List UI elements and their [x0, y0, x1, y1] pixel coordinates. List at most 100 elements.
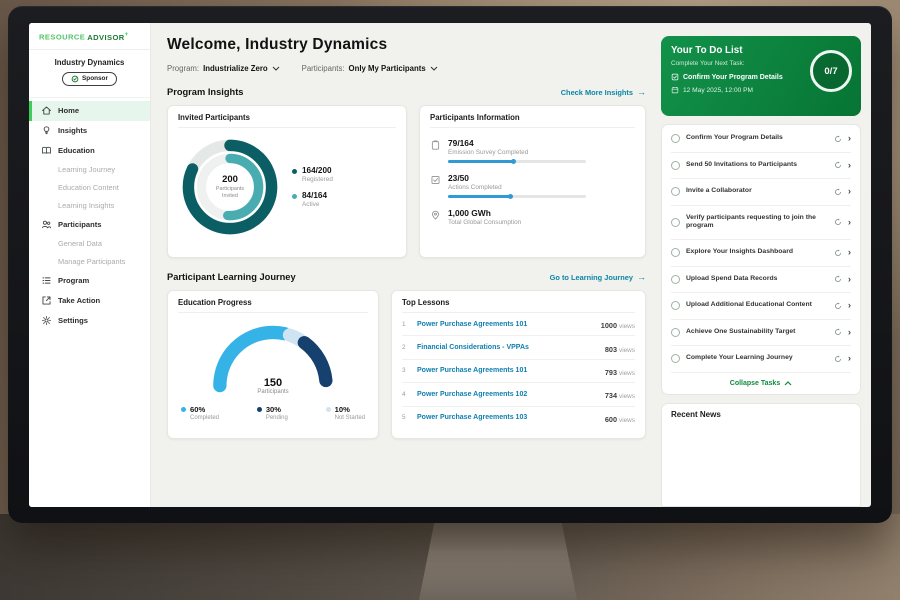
task-checkbox[interactable]: [671, 274, 680, 284]
invited-participants-card: Invited Participants 200: [167, 105, 407, 258]
program-insights-header: Program Insights Check More Insights →: [167, 87, 646, 97]
sidebar-item-home[interactable]: Home: [29, 100, 150, 121]
todo-next-task[interactable]: Confirm Your Program Details: [671, 73, 806, 81]
participants-filter[interactable]: Participants: Only My Participants: [302, 64, 438, 73]
chevron-right-icon[interactable]: ›: [847, 300, 851, 312]
arrow-right-icon: →: [637, 271, 646, 282]
refresh-icon[interactable]: [834, 355, 842, 363]
chevron-right-icon[interactable]: ›: [847, 186, 851, 197]
participants-icon: [41, 219, 52, 230]
participants-information-card: Participants Information 79/164 Emission…: [419, 105, 646, 258]
insights-icon: [41, 125, 52, 136]
card-title: Invited Participants: [178, 113, 396, 128]
legend-dot: [181, 407, 186, 412]
task-checkbox[interactable]: [671, 248, 680, 258]
logo-text-resource: RESOURCE: [39, 32, 86, 42]
legend-item: 10% Not Started: [325, 405, 365, 421]
sidebar-item-learning-journey[interactable]: Learning Journey: [58, 165, 116, 175]
task-item-7[interactable]: Upload Additional Educational Content ›: [671, 293, 851, 320]
lesson-link[interactable]: Financial Considerations - VPPAs: [417, 344, 529, 352]
task-item-8[interactable]: Achieve One Sustainability Target ›: [671, 320, 851, 347]
clipboard-icon: [430, 138, 441, 163]
sidebar-item-education[interactable]: Education: [29, 141, 150, 161]
legend-dot: [256, 407, 262, 412]
sidebar-item-program[interactable]: Program: [29, 271, 150, 291]
chevron-right-icon[interactable]: ›: [847, 133, 851, 144]
chevron-right-icon[interactable]: ›: [847, 216, 851, 228]
sidebar-item-participants[interactable]: Participants: [29, 215, 150, 235]
refresh-icon[interactable]: [834, 275, 842, 283]
lesson-row: 1 Power Purchase Agreements 101 1000 view…: [402, 313, 635, 337]
chevron-down-icon: [272, 66, 280, 71]
task-checkbox[interactable]: [671, 301, 680, 311]
task-checkbox[interactable]: [671, 217, 680, 227]
todo-panel: Your To Do List Complete Your Next Task:…: [661, 36, 861, 116]
gauge-center-label: Participants: [257, 389, 289, 395]
sidebar-item-insights[interactable]: Insights: [29, 121, 150, 141]
sidebar-item-learning-insights[interactable]: Learning Insights: [58, 201, 115, 211]
task-checkbox[interactable]: [671, 160, 680, 170]
lesson-link[interactable]: Power Purchase Agreements 103: [417, 414, 528, 422]
chevron-right-icon[interactable]: ›: [847, 326, 851, 338]
task-item-1[interactable]: Confirm Your Program Details ›: [671, 126, 851, 153]
lesson-row: 2 Financial Considerations - VPPAs 803 vi…: [402, 336, 635, 360]
go-to-learning-journey-link[interactable]: Go to Learning Journey →: [549, 271, 646, 282]
sidebar-item-manage-participants[interactable]: Manage Participants: [58, 257, 126, 267]
main-content: Welcome, Industry Dynamics Program: Indu…: [151, 23, 659, 507]
task-item-4[interactable]: Verify participants requesting to join t…: [671, 206, 851, 241]
task-item-9[interactable]: Complete Your Learning Journey ›: [671, 346, 851, 373]
task-checkbox[interactable]: [671, 187, 680, 197]
donut-legend: 164/200 Registered 84/164 Active: [292, 158, 333, 216]
monitor-stand: [419, 520, 577, 600]
task-checkbox[interactable]: [671, 354, 680, 364]
program-icon: [41, 275, 52, 286]
logo-text-advisor: ADVISOR: [87, 32, 125, 42]
task-item-6[interactable]: Upload Spend Data Records ›: [671, 267, 851, 294]
sidebar-item-settings[interactable]: Settings: [29, 311, 150, 331]
chevron-right-icon[interactable]: ›: [847, 247, 851, 259]
home-icon: [41, 105, 52, 116]
task-checkbox[interactable]: [671, 327, 680, 337]
chevron-right-icon[interactable]: ›: [847, 273, 851, 285]
sidebar-item-general-data[interactable]: General Data: [58, 239, 102, 249]
sidebar-item-education-content[interactable]: Education Content: [58, 183, 119, 193]
task-item-5[interactable]: Explore Your Insights Dashboard ›: [671, 240, 851, 267]
collapse-tasks-link[interactable]: Collapse Tasks: [671, 373, 851, 393]
progress-bar: [448, 159, 586, 164]
refresh-icon[interactable]: [834, 218, 842, 226]
app-logo[interactable]: RESOURCE ADVISOR+: [29, 23, 150, 50]
org-block: Industry Dynamics Sponsor: [29, 50, 150, 98]
settings-icon: [41, 315, 52, 326]
refresh-icon[interactable]: [834, 302, 842, 310]
top-lessons-card: Top Lessons 1 Power Purchase Agreements …: [391, 290, 646, 439]
refresh-icon[interactable]: [834, 188, 842, 196]
task-item-3[interactable]: Invite a Collaborator ›: [671, 179, 851, 206]
recent-news-title: Recent News: [671, 409, 721, 419]
todo-column: Your To Do List Complete Your Next Task:…: [659, 23, 871, 507]
learning-journey-header: Participant Learning Journey Go to Learn…: [167, 272, 646, 282]
lesson-link[interactable]: Power Purchase Agreements 102: [417, 390, 528, 398]
donut-center-label: Participants Invited: [215, 185, 245, 199]
refresh-icon[interactable]: [834, 135, 842, 143]
program-filter[interactable]: Program: Industrialize Zero: [167, 64, 280, 73]
stat-row: 23/50 Actions Completed: [430, 173, 635, 199]
refresh-icon[interactable]: [834, 328, 842, 336]
refresh-icon[interactable]: [834, 161, 842, 169]
task-checkbox[interactable]: [671, 134, 680, 144]
sidebar-item-label: Home: [58, 106, 80, 116]
recent-news-card[interactable]: Recent News: [661, 402, 861, 507]
chevron-right-icon[interactable]: ›: [847, 353, 851, 365]
refresh-icon[interactable]: [834, 249, 842, 257]
check-more-insights-link[interactable]: Check More Insights →: [560, 86, 646, 97]
lesson-link[interactable]: Power Purchase Agreements 101: [417, 320, 528, 328]
legend-item: 164/200 Registered: [292, 166, 333, 183]
lesson-row: 5 Power Purchase Agreements 103 600 views: [402, 414, 635, 424]
sidebar-item-take-action[interactable]: Take Action: [29, 291, 150, 311]
education-icon: [41, 145, 52, 156]
section-title: Participant Learning Journey: [167, 272, 296, 282]
lesson-link[interactable]: Power Purchase Agreements 101: [417, 367, 528, 375]
task-item-2[interactable]: Send 50 Invitations to Participants ›: [671, 153, 851, 179]
chevron-right-icon[interactable]: ›: [847, 159, 851, 171]
sponsor-badge[interactable]: Sponsor: [62, 71, 117, 86]
